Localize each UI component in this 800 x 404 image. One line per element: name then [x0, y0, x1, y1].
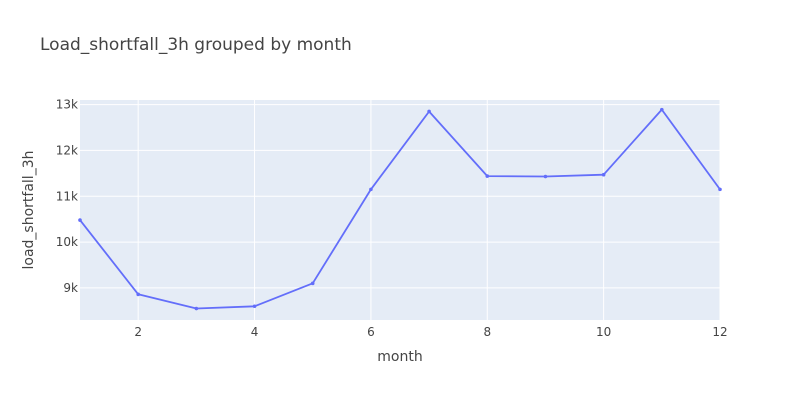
data-point [369, 187, 373, 192]
y-tick-label: 12k [56, 143, 78, 157]
y-tick-label: 11k [56, 189, 78, 203]
data-point [660, 107, 664, 112]
x-tick-label: 6 [367, 325, 375, 339]
x-axis-label: month [377, 349, 422, 365]
data-point [136, 292, 140, 297]
data-point [485, 174, 490, 178]
data-point [194, 306, 199, 311]
chart-title: Load_shortfall_3h grouped by month [40, 35, 352, 55]
data-point [252, 304, 257, 309]
data-point [427, 109, 431, 114]
x-tick-label: 8 [483, 325, 491, 339]
y-axis-label: load_shortfall_3h [21, 151, 37, 270]
x-tick-label: 10 [596, 325, 611, 339]
series-line [79, 108, 721, 310]
y-tick-label: 9k [63, 281, 78, 295]
x-tick-label: 2 [134, 325, 142, 339]
data-point [601, 172, 606, 177]
grid-layer [80, 100, 721, 320]
x-tick-label: 12 [712, 325, 727, 339]
y-tick-label: 10k [56, 235, 78, 249]
data-point [718, 187, 722, 192]
data-point [78, 218, 82, 222]
plot-background [80, 100, 720, 320]
x-tick-label: 4 [251, 325, 259, 339]
tick-layer: 2 4 6 8 10 12 9k 10k 11k 12k 13k [56, 98, 728, 339]
y-tick-label: 13k [56, 98, 78, 112]
series-layer [78, 107, 722, 311]
data-point [310, 281, 315, 286]
data-point [543, 174, 548, 179]
